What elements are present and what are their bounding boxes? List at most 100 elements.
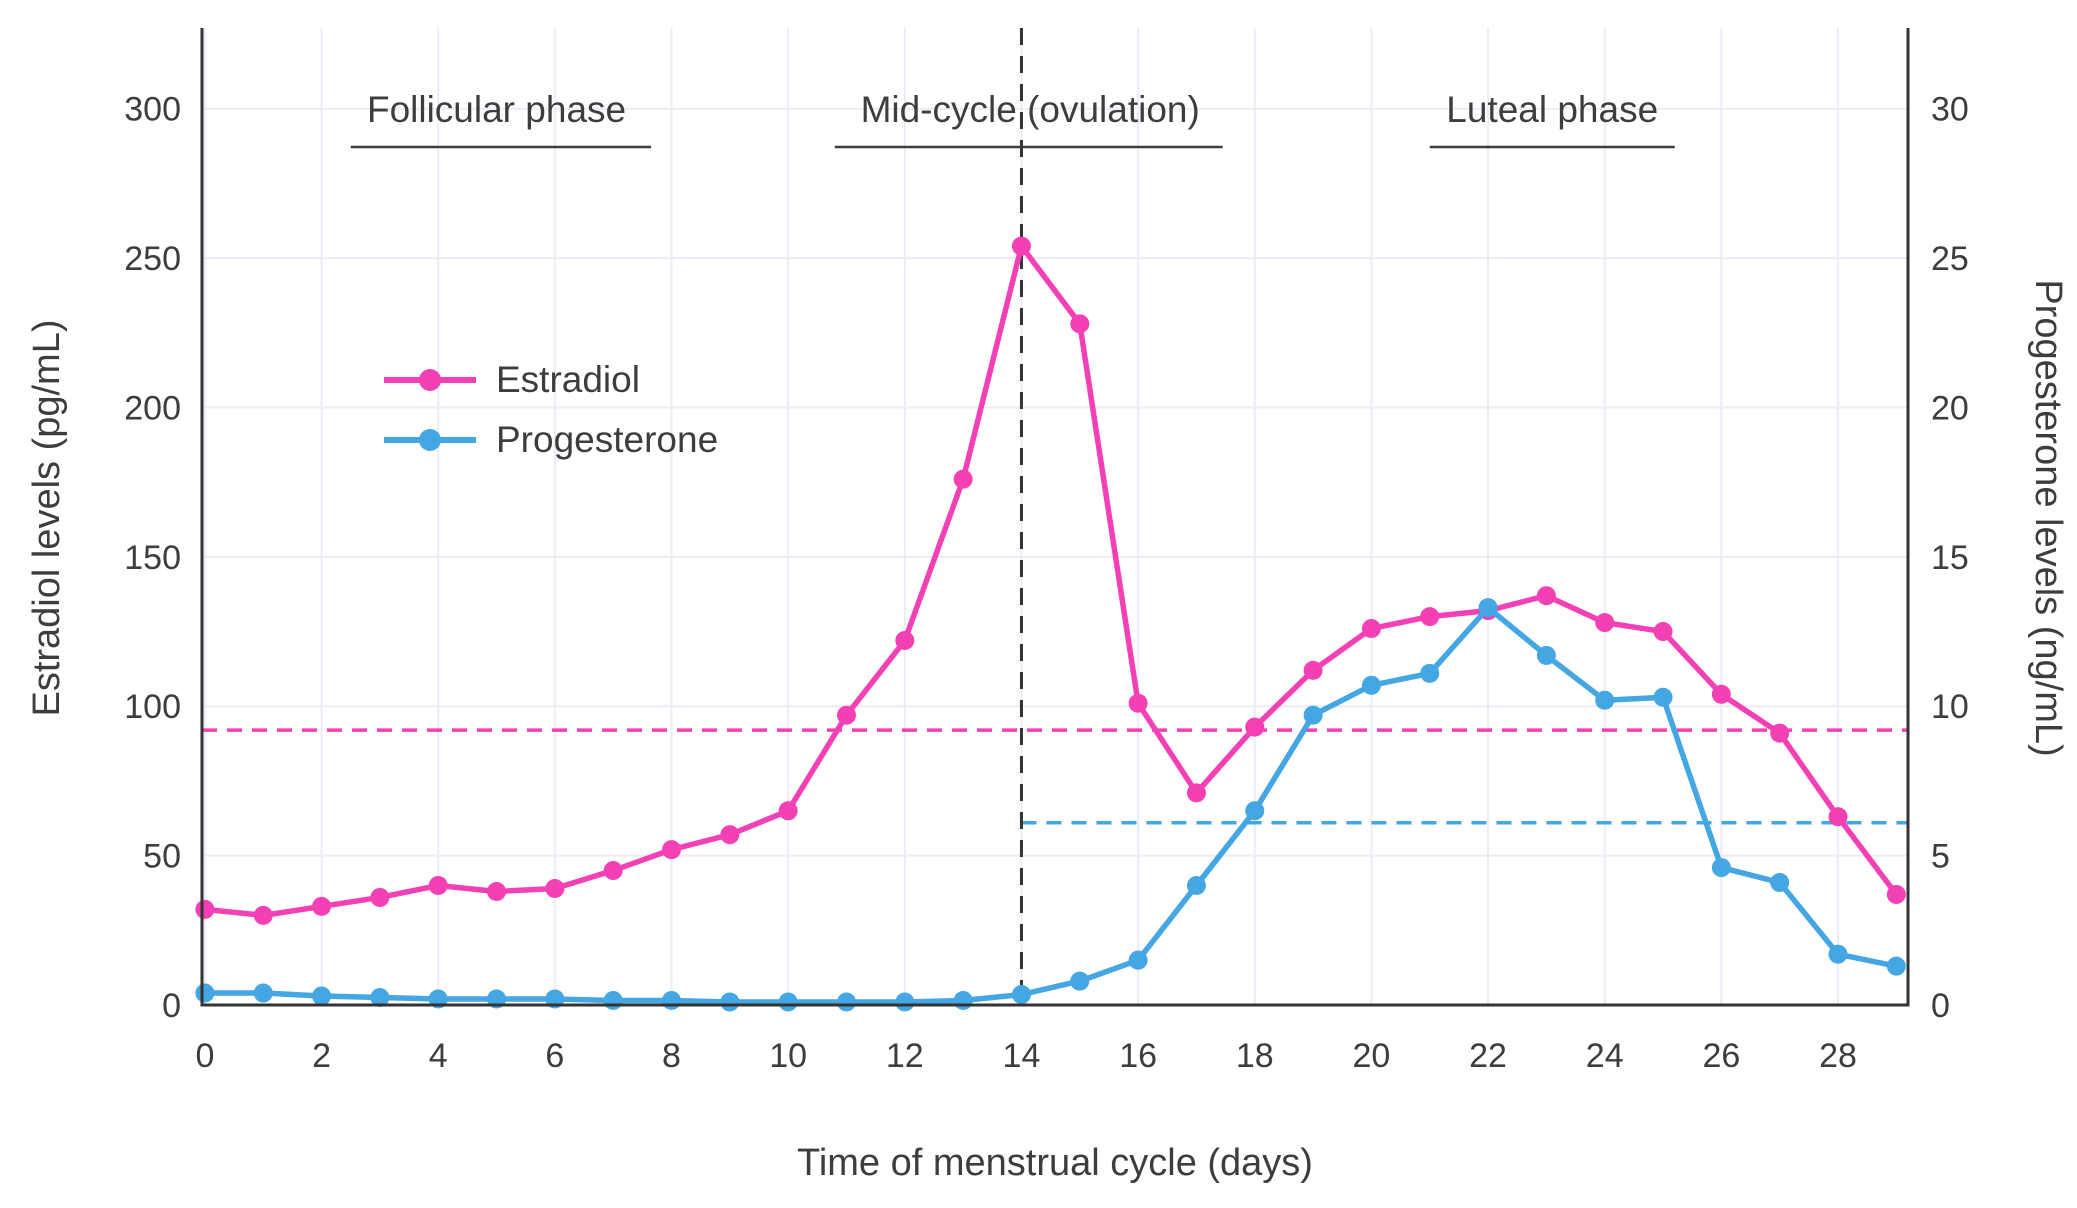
- estradiol-point: [603, 861, 623, 881]
- right-y-axis-title: Progesterone levels (ng/mL): [2027, 279, 2069, 757]
- estradiol-point: [1070, 314, 1090, 334]
- progesterone-point: [1011, 985, 1031, 1005]
- estradiol-point: [1536, 586, 1556, 606]
- legend: Estradiol Progesterone: [380, 358, 718, 462]
- phase-label: Luteal phase: [1446, 89, 1658, 130]
- x-tick-label: 24: [1586, 1037, 1624, 1075]
- estradiol-point: [1770, 723, 1790, 743]
- left-y-tick-label: 100: [124, 688, 181, 726]
- progesterone-point: [662, 991, 682, 1011]
- x-tick-label: 12: [886, 1037, 924, 1075]
- estradiol-point: [778, 801, 798, 821]
- right-y-tick-label: 25: [1931, 240, 1969, 278]
- estradiol-point: [1011, 236, 1031, 256]
- progesterone-point: [1770, 873, 1790, 893]
- estradiol-point: [1361, 619, 1381, 639]
- estradiol-line: [202, 243, 1900, 919]
- right-y-tick-label: 5: [1931, 838, 1950, 876]
- legend-entry-estradiol: Estradiol: [380, 358, 718, 402]
- estradiol-point: [1828, 807, 1848, 827]
- legend-entry-progesterone: Progesterone: [380, 418, 718, 462]
- legend-label-estradiol: Estradiol: [496, 359, 640, 400]
- x-tick-label: 26: [1702, 1037, 1740, 1075]
- progesterone-point: [1070, 971, 1090, 991]
- gridlines: [202, 28, 1908, 1006]
- x-axis-title: Time of menstrual cycle (days): [797, 1142, 1313, 1184]
- x-tick-label: 10: [769, 1037, 807, 1075]
- estradiol-point: [1303, 660, 1323, 680]
- estradiol-point: [312, 896, 332, 916]
- progesterone-point: [1420, 663, 1440, 683]
- progesterone-point: [1828, 944, 1848, 964]
- progesterone-point: [1653, 687, 1673, 707]
- x-tick-label: 28: [1819, 1037, 1857, 1075]
- estradiol-point: [195, 899, 215, 919]
- phase-label: Follicular phase: [367, 89, 626, 130]
- progesterone-point: [1886, 956, 1906, 976]
- estradiol-point: [1420, 607, 1440, 627]
- x-tick-label: 0: [195, 1037, 214, 1075]
- phase-label: Mid-cycle (ovulation): [861, 89, 1200, 130]
- right-y-tick-label: 15: [1931, 539, 1969, 577]
- progesterone-point: [1186, 875, 1206, 895]
- estradiol-point: [1186, 783, 1206, 803]
- estradiol-point: [253, 905, 273, 925]
- legend-label-progesterone: Progesterone: [496, 419, 719, 460]
- progesterone-point: [1303, 705, 1323, 725]
- right-y-tick-label: 0: [1931, 987, 1950, 1025]
- progesterone-point: [1128, 950, 1148, 970]
- x-tick-label: 8: [662, 1037, 681, 1075]
- progesterone-point: [778, 992, 798, 1012]
- progesterone-line: [202, 604, 1900, 1005]
- x-tick-label: 14: [1003, 1037, 1041, 1075]
- estradiol-point: [720, 825, 740, 845]
- progesterone-point: [370, 988, 390, 1008]
- estradiol-point: [1653, 622, 1673, 642]
- estradiol-legend-marker-icon: [384, 369, 476, 391]
- x-tick-label: 2: [312, 1037, 331, 1075]
- estradiol-point: [1886, 884, 1906, 904]
- progesterone-point: [253, 983, 273, 1003]
- estradiol-point: [1711, 684, 1731, 704]
- estradiol-point: [953, 469, 973, 489]
- progesterone-point: [312, 986, 332, 1006]
- left-y-axis-title: Estradiol levels (pg/mL): [26, 319, 68, 717]
- estradiol-point: [895, 631, 915, 651]
- x-tick-label: 16: [1119, 1037, 1157, 1075]
- progesterone-point: [1361, 675, 1381, 695]
- progesterone-point: [720, 992, 740, 1012]
- progesterone-point: [1245, 801, 1265, 821]
- x-tick-label: 18: [1236, 1037, 1274, 1075]
- estradiol-point: [1595, 613, 1615, 633]
- estradiol-point: [662, 840, 682, 860]
- progesterone-legend-marker-icon: [384, 429, 476, 451]
- left-y-tick-label: 200: [124, 389, 181, 427]
- estradiol-point: [836, 705, 856, 725]
- left-y-tick-label: 50: [143, 838, 181, 876]
- right-y-tick-label: 10: [1931, 688, 1969, 726]
- left-y-tick-label: 150: [124, 539, 181, 577]
- estradiol-point: [370, 887, 390, 907]
- x-tick-label: 6: [545, 1037, 564, 1075]
- x-tick-label: 20: [1352, 1037, 1390, 1075]
- progesterone-point: [1595, 690, 1615, 710]
- right-y-tick-label: 20: [1931, 389, 1969, 427]
- left-y-tick-label: 0: [162, 987, 181, 1025]
- progesterone-point: [195, 983, 215, 1003]
- progesterone-point: [1478, 598, 1498, 618]
- estradiol-point: [1245, 717, 1265, 737]
- x-tick-label: 22: [1469, 1037, 1507, 1075]
- progesterone-point: [1536, 645, 1556, 665]
- estradiol-point: [545, 878, 565, 898]
- left-y-tick-label: 250: [124, 240, 181, 278]
- progesterone-point: [836, 992, 856, 1012]
- estradiol-point: [487, 881, 507, 901]
- left-y-tick-label: 300: [124, 91, 181, 129]
- progesterone-point: [603, 991, 623, 1011]
- progesterone-points: [195, 598, 1906, 1012]
- progesterone-point: [895, 992, 915, 1012]
- progesterone-point: [953, 991, 973, 1011]
